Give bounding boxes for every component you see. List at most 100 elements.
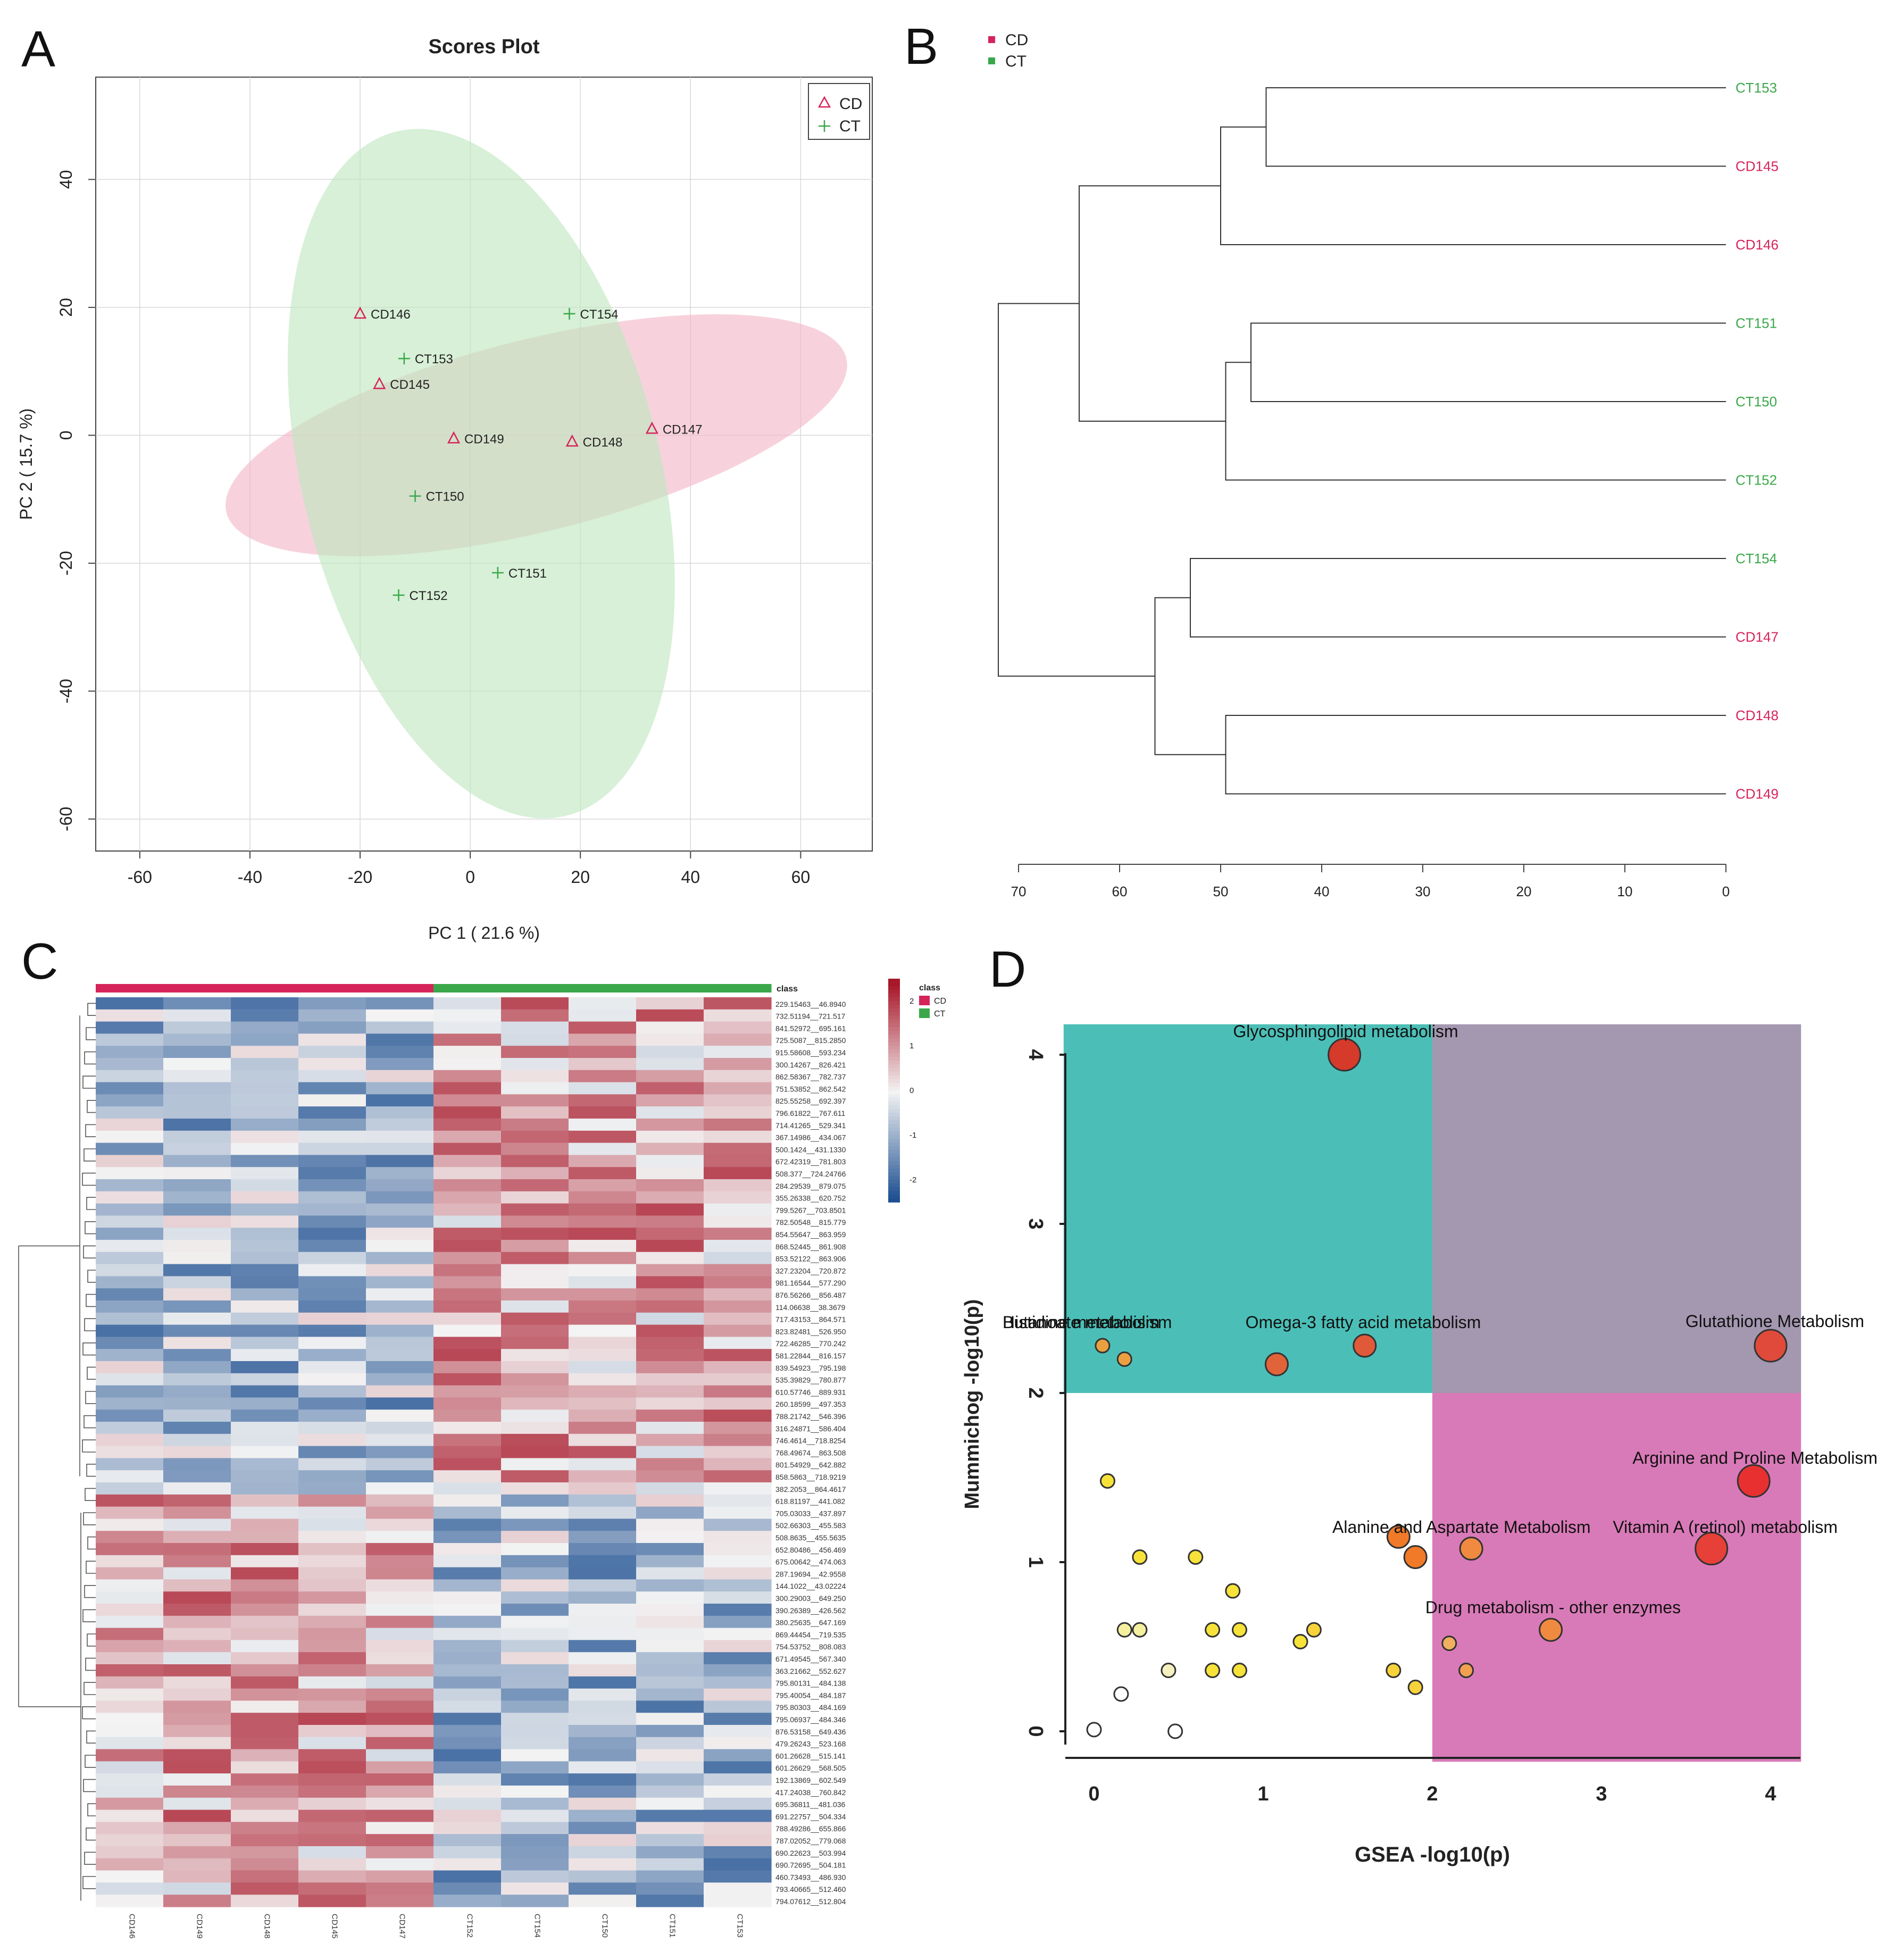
heatmap-cell — [433, 1858, 502, 1871]
heatmap-cell — [636, 1543, 704, 1556]
heatmap-cell — [298, 1458, 366, 1471]
heatmap-cell — [569, 1155, 637, 1167]
heatmap-cell — [366, 1349, 434, 1362]
heatmap-cell — [433, 1058, 502, 1071]
heatmap-cell — [366, 1179, 434, 1192]
heatmap-cell — [231, 1470, 299, 1483]
color-scale-step — [888, 1064, 900, 1069]
heatmap-cell — [366, 1713, 434, 1725]
ct-confidence-ellipse — [287, 129, 675, 819]
heatmap-cell — [704, 1761, 772, 1774]
color-scale-step — [888, 1198, 900, 1203]
heatmap-cell — [433, 1324, 502, 1337]
heatmap-cell — [96, 1470, 164, 1483]
heatmap-cell — [366, 1033, 434, 1046]
legend-label-cd: CD — [934, 997, 946, 1006]
row-dendrogram-branch — [87, 1366, 96, 1380]
heatmap-cell — [636, 1458, 704, 1471]
heatmap-cell — [231, 1628, 299, 1640]
heatmap-cell — [636, 1119, 704, 1131]
class-bar-cell — [366, 984, 434, 992]
color-scale-step — [888, 1154, 900, 1158]
score-point-label: CT153 — [415, 352, 453, 366]
pathway-label: Alanine and Aspartate Metabolism — [1332, 1517, 1591, 1537]
heatmap-cell — [569, 1773, 637, 1786]
heatmap-cell — [433, 1361, 502, 1374]
pathway-bubble — [1231, 1663, 1247, 1679]
heatmap-cell — [231, 1676, 299, 1689]
score-point-label: CT151 — [508, 566, 547, 581]
score-point-cd — [645, 421, 658, 434]
heatmap-cell — [569, 1834, 637, 1847]
heatmap-cell — [569, 1409, 637, 1422]
heatmap-cell — [163, 1519, 231, 1531]
heatmap-row-label: 714.41265__529.341 — [775, 1121, 846, 1130]
heatmap-cell — [569, 1142, 637, 1155]
heatmap-cell — [96, 1385, 164, 1398]
heatmap-cell — [501, 1409, 569, 1422]
heatmap-cell — [96, 1155, 164, 1167]
heatmap-cell — [298, 1725, 366, 1738]
pathway-bubble — [1328, 1038, 1362, 1072]
heatmap-cell — [636, 1591, 704, 1604]
color-scale-step — [888, 1187, 900, 1191]
heatmap-cell — [433, 1009, 502, 1022]
heatmap-cell — [501, 1033, 569, 1046]
color-scale-step — [888, 1072, 900, 1076]
heatmap-cell — [569, 1822, 637, 1834]
row-dendrogram-branch — [86, 1027, 96, 1040]
color-scale-step — [888, 1094, 900, 1098]
heatmap-cell — [636, 1373, 704, 1386]
heatmap-cell — [704, 1276, 772, 1289]
heatmap-cell — [298, 1070, 366, 1083]
heatmap-cell — [569, 1082, 637, 1095]
heatmap-cell — [433, 1797, 502, 1811]
heatmap-cell — [366, 1786, 434, 1798]
heatmap-cell — [569, 1240, 637, 1253]
heatmap-cell — [501, 1179, 569, 1192]
heatmap-cell — [366, 1591, 434, 1604]
heatmap-cell — [366, 1749, 434, 1762]
heatmap-cell — [501, 1846, 569, 1859]
heatmap-column-label: CT152 — [465, 1914, 474, 1938]
heatmap-cell — [96, 1228, 164, 1240]
heatmap-cell — [569, 1033, 637, 1046]
heatmap-cell — [569, 1895, 637, 1907]
heatmap-cell — [501, 1009, 569, 1022]
heatmap-cell — [366, 1567, 434, 1580]
heatmap-cell — [501, 1494, 569, 1507]
heatmap-cell — [96, 1482, 164, 1495]
y-tick-label: -40 — [56, 679, 76, 703]
heatmap-cell — [298, 1119, 366, 1131]
heatmap-cell — [501, 1082, 569, 1095]
heatmap-cell — [366, 1519, 434, 1531]
heatmap-cell — [501, 1240, 569, 1253]
heatmap-cell — [298, 1021, 366, 1034]
heatmap-cell — [366, 1555, 434, 1568]
heatmap-cell — [163, 1046, 231, 1058]
row-dendrogram-branch — [82, 1075, 96, 1089]
color-scale-step — [888, 979, 900, 983]
color-scale-tick: 0 — [910, 1086, 914, 1095]
heatmap-cell — [704, 1676, 772, 1689]
heatmap-cell — [96, 1179, 164, 1192]
heatmap-cell — [231, 1142, 299, 1155]
panel-c-heatmap: class 229.15463__46.8940 732.51194__721.51… — [18, 979, 946, 1939]
heatmap-cell — [636, 1482, 704, 1495]
heatmap-cell — [636, 1009, 704, 1022]
heatmap-cell — [704, 1737, 772, 1750]
heatmap-row-label: 500.1424__431.1330 — [775, 1145, 846, 1154]
heatmap-cell — [96, 1312, 164, 1325]
heatmap-row-label: 300.14267__826.421 — [775, 1061, 846, 1069]
heatmap-cell — [636, 1252, 704, 1265]
heatmap-cell — [501, 1106, 569, 1119]
heatmap-cell — [231, 1688, 299, 1701]
heatmap-cell — [501, 1119, 569, 1131]
heatmap-cell — [231, 1846, 299, 1859]
heatmap-cell — [569, 1870, 637, 1883]
heatmap-cell — [231, 1021, 299, 1034]
row-dendrogram-branch — [86, 1828, 96, 1841]
heatmap-cell — [636, 1397, 704, 1410]
heatmap-cell — [96, 1786, 164, 1798]
panel-letter-c: C — [21, 933, 58, 990]
